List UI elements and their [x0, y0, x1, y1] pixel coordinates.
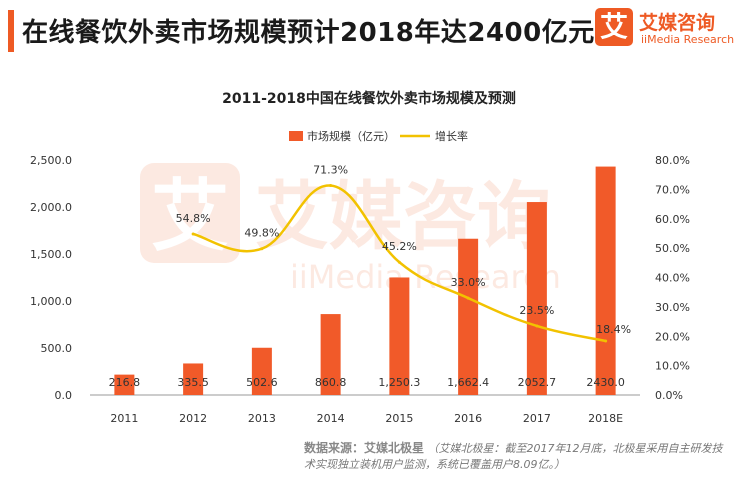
bar-label-2015: 1,250.3 [378, 376, 420, 389]
growth-point-2018E [604, 339, 608, 343]
x-tick-label: 2017 [523, 412, 551, 425]
x-axis-labels: 2011 2012 2013 2014 2015 2016 2017 2018E [110, 412, 623, 425]
bar-series [114, 166, 616, 395]
x-tick-label: 2018E [588, 412, 623, 425]
chart-title: 2011-2018中国在线餐饮外卖市场规模及预测 [222, 90, 516, 107]
growth-point-2017 [535, 324, 539, 328]
growth-point-2015 [397, 260, 401, 264]
left-tick-label: 1,000.0 [30, 295, 72, 308]
bar-2013 [251, 347, 272, 395]
growth-label-2017: 23.5% [519, 304, 554, 317]
left-tick-label: 0.0 [55, 389, 73, 402]
bar-2016 [458, 238, 479, 395]
growth-label-2012: 54.8% [176, 212, 211, 225]
x-tick-label: 2014 [317, 412, 345, 425]
x-tick-label: 2016 [454, 412, 482, 425]
right-tick-label: 0.0% [655, 389, 683, 402]
bar-2012 [183, 363, 204, 395]
watermark-cn: 艾媒咨询 [255, 174, 551, 260]
bar-2015 [389, 277, 410, 395]
x-tick-label: 2013 [248, 412, 276, 425]
watermark-box [140, 163, 240, 263]
left-tick-label: 1,500.0 [30, 248, 72, 261]
bar-data-labels: 216.8 335.5 502.6 860.8 1,250.3 1,662.4 2052.7… [109, 376, 625, 389]
left-tick-label: 2,000.0 [30, 201, 72, 214]
bar-2011 [114, 374, 135, 395]
right-tick-label: 80.0% [655, 154, 690, 167]
title-accent-bar [8, 10, 14, 52]
page-title: 在线餐饮外卖市场规模预计2018年达2400亿元 [22, 18, 595, 48]
right-tick-label: 50.0% [655, 242, 690, 255]
growth-label-2014: 71.3% [313, 164, 348, 177]
bar-label-2011: 216.8 [109, 376, 141, 389]
bar-label-2017: 2052.7 [518, 376, 557, 389]
legend-label-line: 增长率 [435, 129, 468, 143]
x-tick-label: 2015 [385, 412, 413, 425]
x-tick-label: 2011 [110, 412, 138, 425]
growth-point-2016 [466, 296, 470, 300]
bar-2017 [526, 202, 547, 395]
source-label: 数据来源：艾媒北极星 [304, 441, 425, 455]
right-tick-label: 10.0% [655, 360, 690, 373]
watermark-en: iiMedia Research [290, 258, 561, 296]
growth-label-2016: 33.0% [451, 276, 486, 289]
right-tick-label: 30.0% [655, 301, 690, 314]
left-axis: 0.0 500.0 1,000.0 1,500.0 2,000.0 2,500.0 [30, 154, 72, 402]
logo-name-cn: 艾媒咨询 [639, 12, 716, 34]
legend-label-bar: 市场规模（亿元） [307, 129, 395, 143]
growth-point-2013 [260, 247, 264, 251]
right-tick-label: 70.0% [655, 183, 690, 196]
growth-point-2014 [329, 184, 333, 188]
legend-swatch-bar [289, 131, 303, 141]
logo-name-en: iiMedia Research [641, 33, 735, 46]
bar-label-2013: 502.6 [246, 376, 278, 389]
watermark-mark: 艾 [151, 172, 229, 262]
left-tick-label: 500.0 [41, 342, 73, 355]
right-tick-label: 20.0% [655, 330, 690, 343]
legend: 市场规模（亿元） 增长率 [289, 129, 468, 143]
x-tick-label: 2012 [179, 412, 207, 425]
bar-2018E [595, 166, 616, 395]
bar-2014 [320, 314, 341, 395]
growth-point-2012 [191, 232, 195, 236]
bar-label-2018E: 2430.0 [586, 376, 625, 389]
source-note: （艾媒北极星：截至2017年12月底，北极星采用自主研发技术实现独立装机用户监测… [304, 442, 723, 471]
logo-mark-icon: 艾 [595, 8, 633, 46]
growth-label-2018E: 18.4% [596, 323, 631, 336]
watermark: 艾 艾媒咨询 iiMedia Research [140, 163, 561, 296]
data-source: 数据来源：艾媒北极星 （艾媒北极星：截至2017年12月底，北极星采用自主研发技… [304, 440, 724, 473]
line-series: 54.8% 49.8% 71.3% 45.2% 33.0% 23.5% 18.4% [176, 164, 631, 343]
right-axis: 0.0% 10.0% 20.0% 30.0% 40.0% 50.0% 60.0% 70.0% 8… [655, 154, 690, 402]
bar-label-2014: 860.8 [315, 376, 347, 389]
right-tick-label: 40.0% [655, 272, 690, 285]
brand-logo: 艾 艾媒咨询 iiMedia Research [595, 8, 735, 50]
growth-label-2015: 45.2% [382, 240, 417, 253]
bar-label-2016: 1,662.4 [447, 376, 489, 389]
growth-label-2013: 49.8% [244, 227, 279, 240]
right-tick-label: 60.0% [655, 213, 690, 226]
bar-label-2012: 335.5 [177, 376, 209, 389]
left-tick-label: 2,500.0 [30, 154, 72, 167]
combo-chart: 艾 艾媒咨询 iiMedia Research 2011-2018中国在线餐饮外… [30, 90, 690, 425]
